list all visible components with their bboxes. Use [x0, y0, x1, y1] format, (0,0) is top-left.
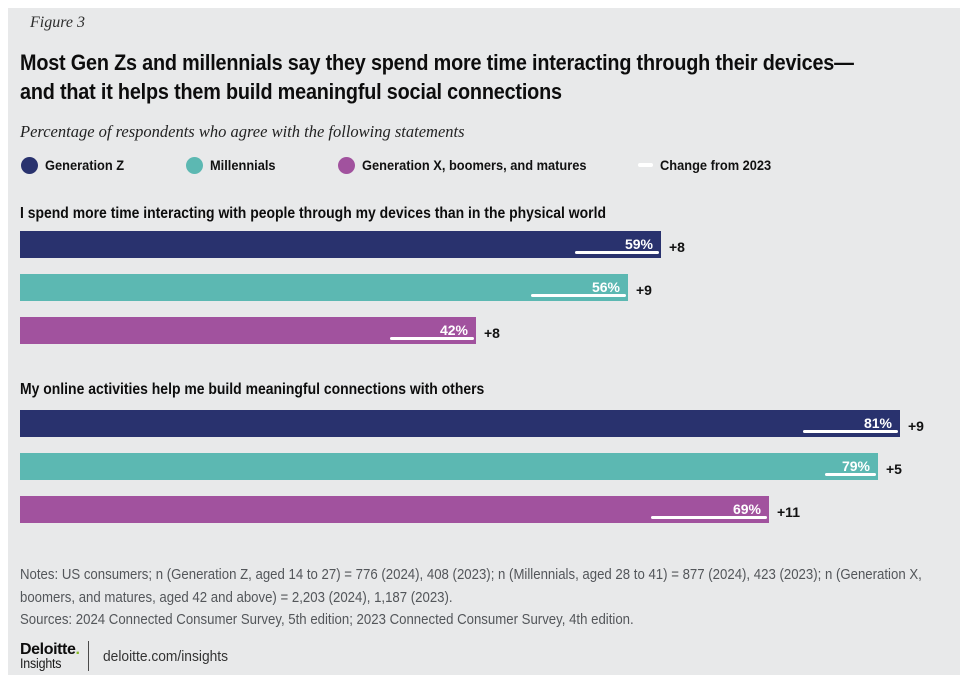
- change-from-2023-line: [575, 251, 659, 254]
- bar-1-2: 69%: [20, 496, 769, 523]
- legend-item-millennials: Millennials: [186, 155, 279, 175]
- change-from-2023-line: [531, 294, 626, 297]
- chart-title: Most Gen Zs and millennials say they spe…: [20, 48, 854, 106]
- change-from-2023-line: [803, 430, 898, 433]
- notes-line2: boomers, and matures, aged 42 and above)…: [20, 588, 453, 606]
- insights-wordmark: Insights: [20, 655, 62, 671]
- bar-row: 59% +8: [20, 231, 960, 258]
- bar-row: 79% +5: [20, 453, 960, 480]
- bar-change-label: +9: [636, 282, 652, 298]
- figure-card: Figure 3 Most Gen Zs and millennials say…: [8, 8, 960, 675]
- chart-subtitle: Percentage of respondents who agree with…: [20, 122, 465, 141]
- footer-url: deloitte.com/insights: [103, 647, 229, 665]
- figure-number-label: Figure 3: [30, 14, 85, 31]
- change-from-2023-line: [390, 337, 474, 340]
- legend-label: Change from 2023: [660, 157, 772, 173]
- bar-row: 69% +11: [20, 496, 960, 523]
- legend-label: Millennials: [210, 157, 276, 173]
- bar-0-1: 56%: [20, 274, 628, 301]
- legend-label: Generation Z: [45, 157, 125, 173]
- bar-group-devices: 59% +8 56% +9 42% +8: [20, 231, 960, 360]
- bar-0-0: 59%: [20, 231, 661, 258]
- bar-change-label: +11: [777, 504, 800, 520]
- deloitte-wordmark: Deloitte.: [20, 640, 80, 658]
- bar-value-label: 81%: [863, 415, 892, 431]
- change-from-2023-line: [825, 473, 876, 476]
- legend-label: Generation X, boomers, and matures: [362, 157, 587, 173]
- bar-change-label: +5: [886, 461, 902, 477]
- bar-row: 56% +9: [20, 274, 960, 301]
- bar-row: 42% +8: [20, 317, 960, 344]
- footer: Deloitte. Insights deloitte.com/insights: [20, 638, 239, 674]
- bar-0-2: 42%: [20, 317, 476, 344]
- bar-value-label: 79%: [841, 458, 870, 474]
- generation-z-dot-icon: [21, 156, 38, 174]
- bar-1-0: 81%: [20, 410, 900, 437]
- millennials-dot-icon: [186, 156, 203, 174]
- legend: Generation Z Millennials Generation X, b…: [8, 155, 960, 175]
- statement-label-connections: My online activities help me build meani…: [20, 381, 485, 398]
- statement-label-devices: I spend more time interacting with peopl…: [20, 205, 606, 222]
- bar-value-label: 59%: [624, 236, 653, 252]
- bar-change-label: +9: [908, 418, 924, 434]
- change-from-2023-line: [651, 516, 767, 519]
- chart-title-line2: and that it helps them build meaningful …: [20, 79, 562, 104]
- notes-block: Notes: US consumers; n (Generation Z, ag…: [20, 564, 922, 632]
- brand-green-dot-icon: .: [75, 640, 80, 658]
- sources-line: Sources: 2024 Connected Consumer Survey,…: [20, 611, 634, 628]
- bar-value-label: 69%: [732, 501, 761, 517]
- bar-1-1: 79%: [20, 453, 878, 480]
- chart-title-line1: Most Gen Zs and millennials say they spe…: [20, 50, 854, 75]
- legend-item-generation-x: Generation X, boomers, and matures: [338, 155, 598, 175]
- legend-item-change-from-2023: Change from 2023: [638, 155, 777, 175]
- generation-x-dot-icon: [338, 156, 355, 174]
- brand-text: Deloitte: [20, 640, 76, 658]
- footer-divider: [88, 641, 89, 671]
- deloitte-insights-logo: Deloitte. Insights: [20, 640, 80, 671]
- bar-change-label: +8: [669, 239, 685, 255]
- bar-change-label: +8: [484, 325, 500, 341]
- bar-value-label: 42%: [439, 322, 468, 338]
- legend-item-generation-z: Generation Z: [21, 155, 128, 175]
- change-dash-icon: [638, 163, 653, 167]
- notes-line1: Notes: US consumers; n (Generation Z, ag…: [20, 566, 922, 583]
- bar-value-label: 56%: [591, 279, 620, 295]
- bar-row: 81% +9: [20, 410, 960, 437]
- bar-group-connections: 81% +9 79% +5 69% +11: [20, 410, 960, 539]
